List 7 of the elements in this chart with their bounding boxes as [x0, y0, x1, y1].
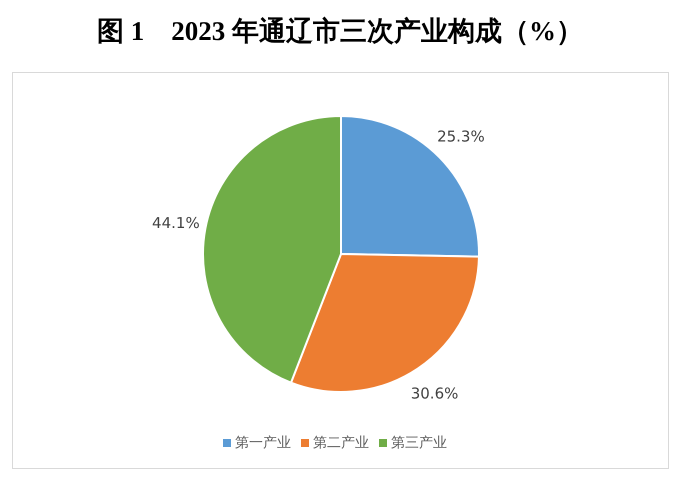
chart-title: 图 1 2023 年通辽市三次产业构成（%）	[97, 16, 583, 46]
data-label: 30.6%	[410, 384, 458, 403]
legend-label: 第三产业	[391, 434, 447, 450]
legend-label: 第二产业	[313, 434, 369, 450]
legend-label: 第一产业	[235, 434, 291, 450]
data-label: 25.3%	[437, 127, 485, 146]
data-label: 44.1%	[152, 214, 200, 232]
